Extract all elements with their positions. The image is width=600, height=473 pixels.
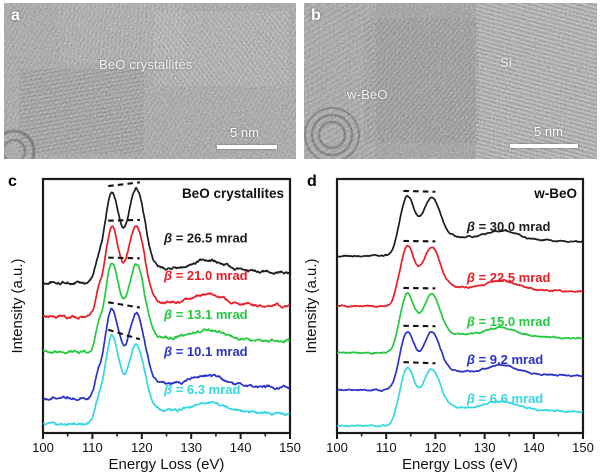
series-label-c-1: β = 21.0 mrad [163, 268, 248, 283]
si-lattice-fringes [476, 3, 597, 159]
peak-shift-guide [403, 361, 436, 365]
spectrum-curve-d-0 [337, 194, 583, 258]
scale-bar-label-b: 5 nm [534, 124, 563, 139]
curves-group [43, 186, 290, 427]
series-label-c-2: β = 13.1 mrad [163, 307, 248, 322]
spectrum-curve-c-3 [43, 307, 290, 401]
plot-title: BeO crystallites [182, 186, 284, 201]
spectrum-panel-d: 100 110 120 130 140 150 Energy Loss (eV) Intens… [303, 177, 594, 473]
spectrum-curve-c-2 [43, 262, 290, 355]
scale-bar-label-a: 5 nm [230, 125, 259, 140]
spectrum-curve-d-3 [337, 331, 583, 392]
peak-shift-guide [108, 218, 140, 222]
x-tick-label: 110 [376, 440, 397, 455]
peak-shift-guide [108, 181, 140, 188]
tem-image-b: b w-BeO Si 5 nm [304, 3, 597, 159]
x-tick-label: 130 [474, 440, 496, 455]
spectrum-curve-c-1 [43, 225, 290, 320]
series-label-d-2: β = 15.0 mrad [466, 314, 551, 329]
x-tick-label: 100 [326, 440, 348, 455]
series-label-d-1: β = 22.5 mrad [466, 270, 551, 285]
series-label-c-0: β = 26.5 mrad [163, 231, 248, 246]
peak-guides-and-labels: β = 30.0 mrad β = 22.5 mrad β = 15.0 mrad β… [403, 189, 551, 406]
x-tick-label: 140 [230, 440, 252, 455]
x-tick-label: 150 [572, 440, 594, 455]
panel-label-b: b [311, 7, 321, 24]
annotation-si: Si [500, 55, 512, 70]
series-label-c-4: β = 6.3 mrad [163, 382, 240, 397]
x-tick-label: 140 [523, 440, 545, 455]
x-tick-label: 120 [425, 440, 447, 455]
series-label-d-3: β = 9.2 mrad [466, 352, 543, 367]
series-label-c-3: β = 10.1 mrad [163, 344, 248, 359]
x-tick-label: 150 [279, 440, 301, 455]
annotation-beo-crystallites: BeO crystallites [99, 57, 193, 72]
panel-label-a: a [11, 7, 20, 24]
curves-group [337, 194, 583, 428]
y-axis-title: Intensity (a.u.) [303, 258, 320, 353]
x-axis-title: Energy Loss (eV) [109, 456, 225, 473]
spectrum-curve-d-2 [337, 292, 583, 355]
peak-guides-and-labels: β = 26.5 mrad β = 21.0 mrad β = 13.1 mrad β… [107, 181, 248, 397]
spectrum-curve-c-4 [43, 333, 290, 427]
defect-ring [4, 129, 36, 159]
x-tick-label: 100 [32, 440, 54, 455]
x-tick-label: 110 [82, 440, 103, 455]
x-tick-label: 120 [131, 440, 153, 455]
spectrum-panel-c: 100 110 120 130 140 150 Energy Loss (eV) Intens… [9, 177, 301, 473]
peak-shift-guide [108, 256, 140, 260]
onion-rings [304, 107, 360, 159]
spectrum-curve-c-0 [43, 186, 290, 286]
spectrum-curve-d-1 [337, 244, 583, 308]
y-axis-title: Intensity (a.u.) [9, 258, 26, 353]
spectrum-curve-d-4 [337, 366, 583, 428]
series-label-d-0: β = 30.0 mrad [466, 219, 551, 234]
x-tick-label: 130 [180, 440, 202, 455]
tem-image-a: a BeO crystallites 5 nm [4, 3, 296, 159]
panel-label-d: d [307, 173, 317, 190]
series-label-d-4: β = 6.6 mrad [466, 391, 543, 406]
annotation-w-beo: w-BeO [347, 87, 388, 102]
peak-shift-guide [107, 328, 141, 341]
hrtem-texture-b [304, 3, 597, 159]
peak-shift-guide [403, 189, 436, 193]
scale-bar-b [510, 144, 578, 148]
scale-bar-a [217, 145, 277, 149]
plot-title: w-BeO [533, 186, 577, 201]
panel-label-c: c [8, 173, 17, 190]
peak-shift-guide [108, 301, 140, 309]
x-axis-title: Energy Loss (eV) [402, 456, 518, 473]
hrtem-texture-a [4, 3, 296, 159]
